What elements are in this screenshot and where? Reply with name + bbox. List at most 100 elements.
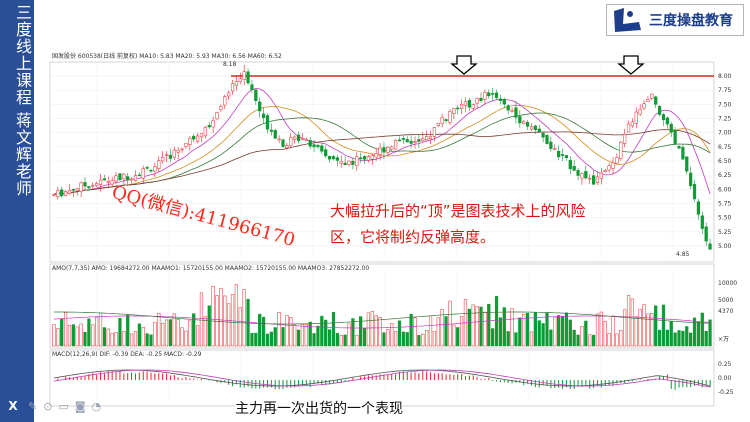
volume-bar [401,331,405,347]
volume-bar [211,285,215,347]
candle [246,71,250,84]
volume-bar [176,319,180,347]
volume-bar [339,335,343,347]
candle [238,78,242,82]
candle [436,122,440,127]
candle [126,176,130,181]
candle [296,134,301,141]
volume-bar [704,331,708,347]
price-tick-label: 5.00 [718,243,732,250]
candle [145,167,149,169]
screen-icon[interactable]: ▭ [58,399,69,413]
candle [502,98,506,105]
volume-bar [293,324,297,347]
candle [413,141,417,143]
camera-icon[interactable]: ◙ [74,399,86,413]
volume-bar [223,295,227,347]
candle [67,190,72,194]
candle [83,182,87,187]
volume-bar [646,313,650,347]
volume-bar [157,313,161,347]
candle [529,126,534,130]
chat-icon[interactable]: ⊙ [43,399,53,413]
volume-bar [215,295,219,347]
candle [537,128,541,132]
candle [110,180,114,185]
candle [549,141,553,149]
volume-panel [49,263,715,349]
volume-ma-line [53,315,711,329]
price-tick-label: 8.00 [718,73,732,80]
volume-bar [611,315,615,347]
price-panel [49,61,715,263]
logo-text: 三度操盘教育 [649,13,733,29]
candle [273,130,277,139]
candle [397,139,402,142]
candle [677,145,681,149]
close-button[interactable]: X [4,397,22,415]
volume-bar [580,326,584,347]
volume-bar [456,327,460,347]
volume-bar [502,307,506,347]
volume-bar [409,313,413,347]
candle [382,147,386,153]
volume-bar [452,324,456,347]
video-controls: X ✎ ⊙ ▭ ◙ ◔ [0,396,130,416]
candle [261,113,266,119]
macd-tick-label: 0.00 [718,375,732,382]
candle [312,144,316,148]
volume-bar [347,323,351,347]
volume-bar [324,319,328,347]
volume-bar [161,323,165,347]
volume-bar [126,314,130,347]
volume-bar [79,323,83,347]
candle [98,179,103,185]
volume-bar [626,295,631,347]
volume-tick-label: 4370 [718,308,733,315]
candle [161,157,165,162]
more-icon[interactable]: ◔ [91,399,102,413]
candle [689,172,693,187]
volume-bar [642,304,646,347]
candle [603,170,607,172]
volume-bar [56,328,60,347]
volume-bar [359,316,363,347]
candle [118,173,122,181]
candle [195,135,200,142]
volume-bar [459,316,464,347]
brand-logo: 三度操盘教育 [606,4,744,36]
volume-bar [110,333,114,347]
volume-bar [696,321,701,347]
candle [223,96,227,106]
candle [285,145,289,148]
volume-bar [425,330,429,347]
candle [634,111,638,124]
volume-bar [494,296,499,347]
candle [646,99,650,102]
dea-line [53,369,711,388]
volume-bar [374,315,378,347]
candle [452,108,456,114]
candle [650,93,654,99]
pen-icon[interactable]: ✎ [28,399,38,413]
candle [102,178,107,181]
volume-bar [390,323,394,347]
volume-bar [421,333,425,347]
candle [149,169,153,172]
volume-bar [304,324,308,347]
volume-bar [164,319,169,347]
candle [188,137,192,145]
volume-bar [351,318,355,347]
candle [696,201,701,215]
volume-bar [553,316,557,347]
candle [304,139,308,141]
candle [471,104,475,109]
volume-bar [564,312,569,347]
candle [184,142,188,147]
candle [327,155,332,160]
volume-bar [440,309,444,347]
candle [463,101,468,106]
volume-header: AMO(7,7,35) AMO: 19684272.00 MAAMO1: 157… [52,265,369,272]
volume-bar [269,331,273,347]
candle [467,100,471,108]
